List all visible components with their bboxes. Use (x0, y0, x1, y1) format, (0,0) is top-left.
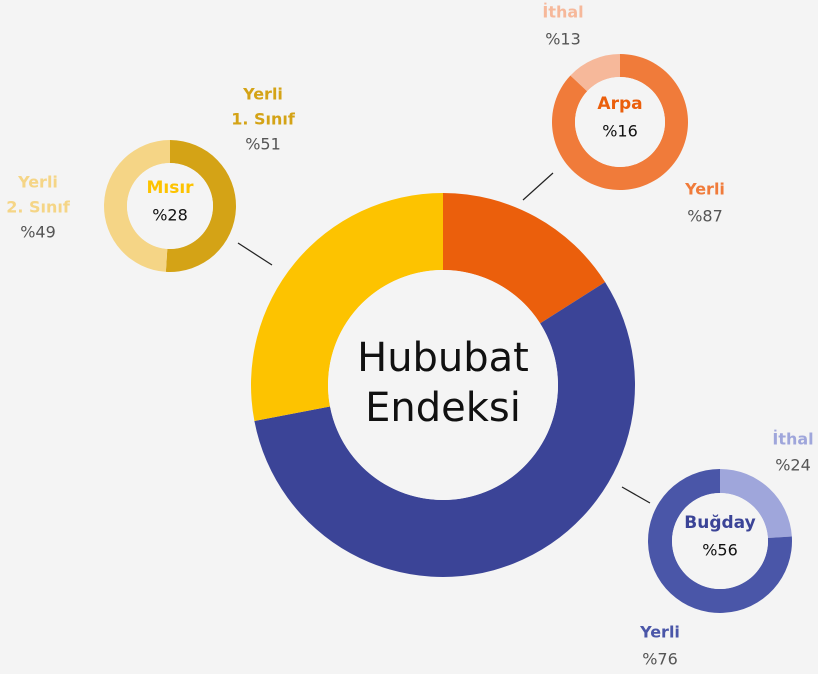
segment-label: İthal (772, 430, 813, 449)
segment-value: %13 (545, 30, 581, 49)
donut-segment (104, 140, 170, 272)
segment-label: 2. Sınıf (6, 198, 71, 217)
donut-hole (575, 77, 665, 167)
donut-segment (250, 193, 443, 421)
center-value: %28 (152, 206, 188, 225)
segment-value: %76 (642, 650, 678, 669)
segment-label: Yerli (242, 85, 283, 104)
center-title: Endeksi (365, 385, 521, 431)
donut-segment (570, 54, 620, 92)
donut-hole (127, 163, 213, 249)
segment-label: İthal (542, 3, 583, 22)
segment-label: 1. Sınıf (231, 110, 296, 129)
center-title: Hububat (357, 335, 529, 381)
center-label: Arpa (597, 94, 642, 114)
center-value: %16 (602, 122, 638, 141)
donut-segment (551, 54, 688, 190)
segment-value: %49 (20, 223, 56, 242)
connector (522, 172, 554, 201)
donut-segment (720, 469, 792, 538)
segment-label: Yerli (684, 180, 725, 199)
segment-label: Yerli (17, 173, 58, 192)
segment-value: %87 (687, 207, 723, 226)
segment-value: %51 (245, 135, 281, 154)
center-value: %56 (702, 541, 738, 560)
center-label: Mısır (146, 178, 194, 198)
donut-segment (254, 282, 636, 577)
segment-value: %24 (775, 456, 811, 475)
donut-hole (328, 270, 558, 500)
donut-hole (672, 493, 768, 589)
connector (237, 242, 273, 266)
connector (621, 486, 651, 504)
donut-segment (443, 193, 606, 324)
center-label: Buğday (684, 513, 755, 533)
donut-segment (165, 140, 237, 272)
segment-label: Yerli (639, 623, 680, 642)
donut-segment (648, 469, 792, 614)
